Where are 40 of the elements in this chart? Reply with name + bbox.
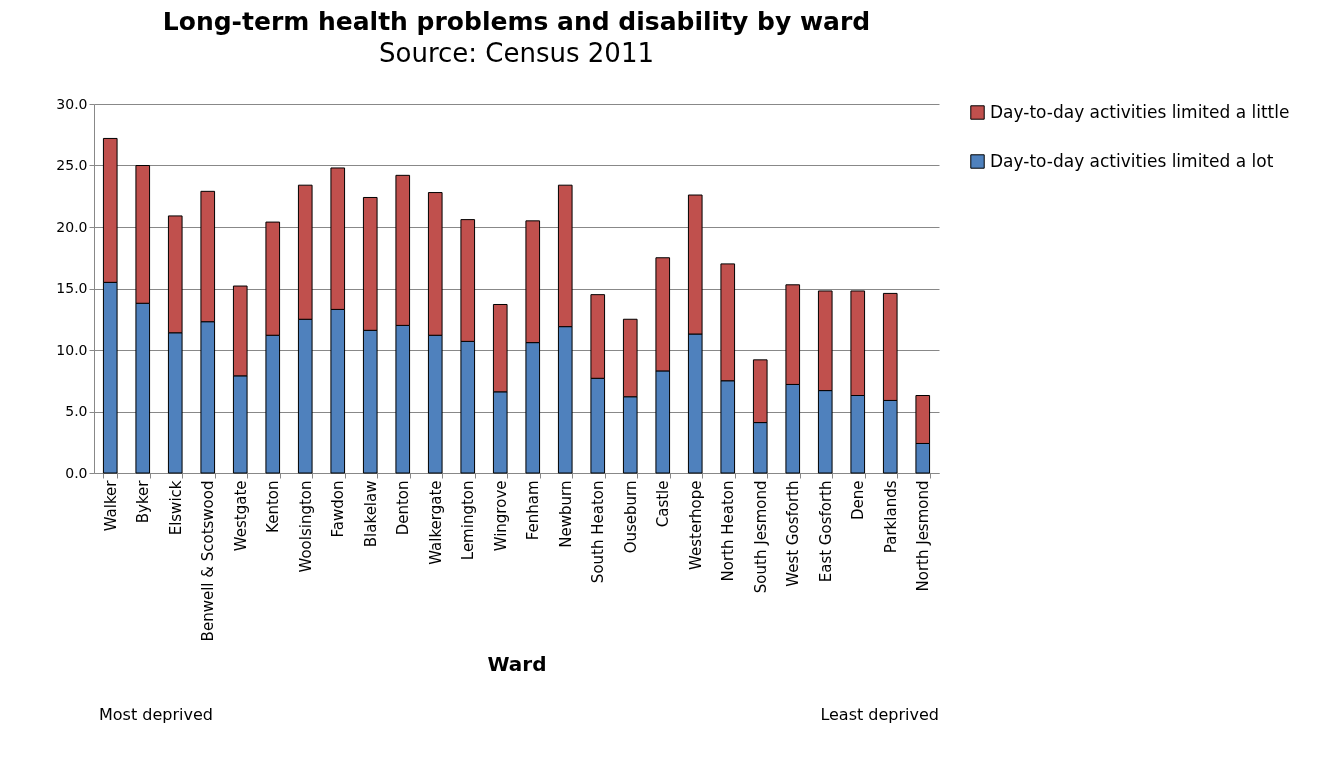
x-tick-label: Westerhope [686,480,705,570]
x-tick-label: Woolsington [296,480,315,573]
x-tick-label: North Heaton [719,480,738,582]
text: Most deprived [99,705,213,724]
y-tick-label: 20.0 [56,218,88,235]
x-tick-label: Byker [134,479,153,524]
x-tick-label: Denton [394,480,413,536]
x-tick-label: Blakelaw [361,480,380,548]
x-tick-label: Benwell & Scotswood [199,480,218,642]
x-tick-label: Kenton [264,480,283,533]
x-tick-label: Newburn [556,480,575,548]
y-tick-label: 10.0 [56,341,88,358]
x-tick-label: South Jesmond [751,480,770,594]
x-tick-label: Parklands [881,480,900,554]
x-tick-label: Westgate [231,480,250,552]
y-tick-label: 0.0 [65,464,88,481]
chart-subtitle: Source: Census 2011 [379,38,654,68]
x-tick-label: Ouseburn [621,480,640,554]
x-axis-title: Ward [487,652,547,677]
x-tick-label: Elswick [166,480,185,536]
x-tick-label: Lemington [459,480,478,561]
x-tick-label: Castle [654,480,673,528]
x-tick-label: North Jesmond [914,480,933,592]
y-tick-label: 30.0 [56,95,88,112]
y-tick-label: 5.0 [65,403,88,419]
chart-title: Long-term health problems and disability by ward [162,7,871,36]
x-tick-label: East Gosforth [816,480,835,583]
x-tick-label: South Heaton [589,480,608,584]
x-tick-label: Walkergate [426,480,445,565]
x-tick-label: Walker [101,479,120,532]
legend-label: Day-to-day activities limited a lot [990,150,1274,171]
x-tick-label: Fawdon [329,480,348,538]
y-tick-label: 25.0 [56,157,88,173]
text: Least deprived [820,705,939,724]
x-tick-label: Dene [849,480,868,521]
x-tick-label: West Gosforth [784,480,803,587]
legend-label: Day-to-day activities limited a little [990,101,1290,122]
x-tick-label: Wingrove [491,480,510,552]
y-tick-label: 15.0 [56,280,88,296]
x-tick-label: Fenham [524,480,543,541]
